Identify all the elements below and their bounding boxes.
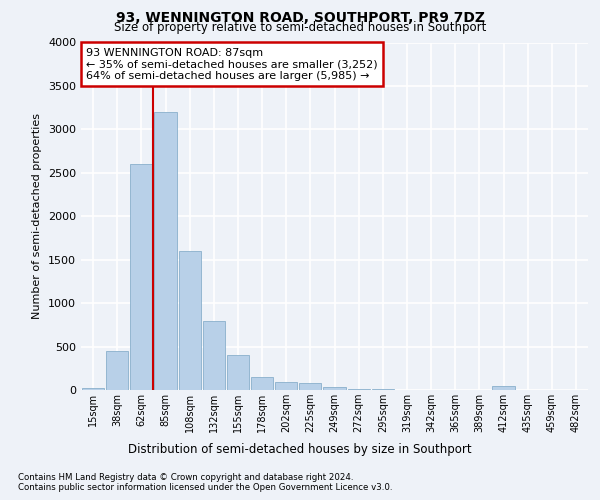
Bar <box>179 251 201 390</box>
Bar <box>275 382 298 390</box>
Text: Contains public sector information licensed under the Open Government Licence v3: Contains public sector information licen… <box>18 482 392 492</box>
Bar <box>371 389 394 390</box>
Text: 93, WENNINGTON ROAD, SOUTHPORT, PR9 7DZ: 93, WENNINGTON ROAD, SOUTHPORT, PR9 7DZ <box>115 11 485 25</box>
Bar <box>154 112 176 390</box>
Text: Distribution of semi-detached houses by size in Southport: Distribution of semi-detached houses by … <box>128 442 472 456</box>
Bar <box>227 355 249 390</box>
Bar <box>251 377 273 390</box>
Text: Size of property relative to semi-detached houses in Southport: Size of property relative to semi-detach… <box>114 21 486 34</box>
Bar <box>323 388 346 390</box>
Bar <box>493 386 515 390</box>
Bar <box>130 164 152 390</box>
Y-axis label: Number of semi-detached properties: Number of semi-detached properties <box>32 114 43 320</box>
Bar <box>203 320 225 390</box>
Bar <box>299 382 322 390</box>
Bar <box>82 388 104 390</box>
Bar <box>347 388 370 390</box>
Text: Contains HM Land Registry data © Crown copyright and database right 2024.: Contains HM Land Registry data © Crown c… <box>18 472 353 482</box>
Bar <box>106 351 128 390</box>
Text: 93 WENNINGTON ROAD: 87sqm
← 35% of semi-detached houses are smaller (3,252)
64% : 93 WENNINGTON ROAD: 87sqm ← 35% of semi-… <box>86 48 377 81</box>
